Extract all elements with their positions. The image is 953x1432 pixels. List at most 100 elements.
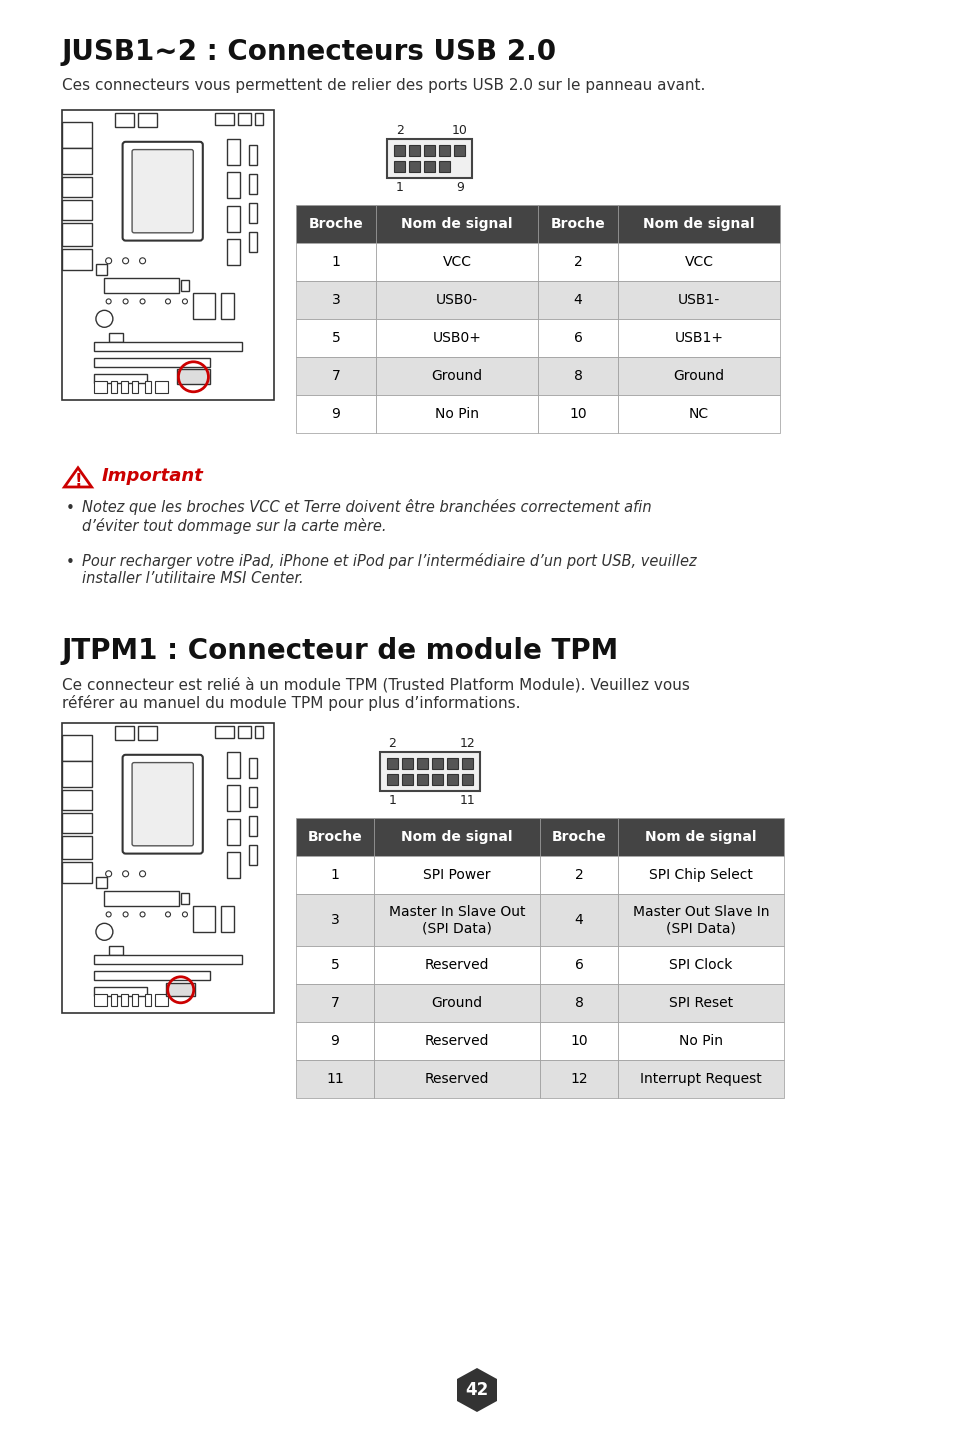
Text: 1: 1 [332, 255, 340, 269]
Bar [249, 203, 256, 223]
Bar [62, 735, 91, 760]
Bar [176, 369, 210, 384]
Text: SPI Reset: SPI Reset [668, 997, 732, 1010]
Text: 11: 11 [459, 793, 475, 808]
Bar [432, 775, 442, 785]
Circle shape [140, 912, 145, 916]
Text: Interrupt Request: Interrupt Request [639, 1073, 761, 1085]
Bar [295, 319, 375, 357]
Bar [93, 358, 211, 367]
Bar [227, 752, 240, 778]
Bar [62, 223, 91, 246]
Text: 10: 10 [570, 1034, 587, 1048]
Circle shape [106, 894, 112, 899]
Text: Broche: Broche [309, 218, 363, 231]
Bar [295, 281, 375, 319]
Text: 11: 11 [326, 1073, 343, 1085]
Bar [180, 279, 189, 291]
Text: NC: NC [688, 407, 708, 421]
Text: VCC: VCC [442, 255, 471, 269]
Text: USB1+: USB1+ [674, 331, 722, 345]
Bar [618, 894, 783, 947]
Bar [145, 994, 151, 1005]
Text: USB1-: USB1- [678, 294, 720, 306]
Bar [62, 723, 274, 1012]
Text: Reserved: Reserved [424, 958, 489, 972]
Bar [145, 381, 151, 392]
Circle shape [139, 871, 146, 876]
Bar [115, 113, 134, 127]
Bar [539, 984, 618, 1022]
Text: SPI Clock: SPI Clock [669, 958, 732, 972]
Bar [227, 785, 240, 812]
Bar [539, 947, 618, 984]
Circle shape [106, 912, 111, 916]
FancyBboxPatch shape [123, 755, 203, 853]
Bar [295, 984, 374, 1022]
Bar [416, 775, 428, 785]
Bar [537, 281, 618, 319]
Bar [375, 281, 537, 319]
Bar [618, 281, 780, 319]
Bar [537, 205, 618, 243]
Text: JTPM1 : Connecteur de module TPM: JTPM1 : Connecteur de module TPM [62, 637, 618, 664]
Text: Ground: Ground [431, 369, 482, 382]
Text: No Pin: No Pin [435, 407, 478, 421]
Text: 7: 7 [331, 997, 339, 1010]
Bar [237, 726, 251, 737]
Text: 8: 8 [573, 369, 582, 382]
Bar [227, 206, 240, 232]
Bar [138, 113, 157, 127]
Bar [155, 381, 168, 392]
FancyBboxPatch shape [123, 142, 203, 241]
Bar [618, 984, 783, 1022]
Bar [132, 994, 138, 1005]
Text: !: ! [74, 471, 82, 490]
Circle shape [123, 894, 129, 899]
Bar [618, 395, 780, 432]
Text: 5: 5 [331, 958, 339, 972]
Bar [379, 752, 479, 790]
Bar [374, 1022, 539, 1060]
Bar [537, 395, 618, 432]
Circle shape [123, 912, 128, 916]
Text: USB0-: USB0- [436, 294, 477, 306]
Bar [374, 947, 539, 984]
Bar [409, 145, 420, 156]
Bar [193, 905, 214, 932]
Bar [62, 249, 91, 269]
Text: Ground: Ground [673, 369, 723, 382]
Text: SPI Chip Select: SPI Chip Select [648, 868, 752, 882]
Bar [374, 1060, 539, 1098]
Text: Nom de signal: Nom de signal [401, 831, 512, 843]
Text: 4: 4 [574, 914, 583, 927]
Text: 3: 3 [331, 914, 339, 927]
Bar [227, 139, 240, 165]
Bar [618, 1060, 783, 1098]
Text: 5: 5 [332, 331, 340, 345]
Circle shape [96, 311, 112, 328]
Bar [109, 947, 123, 955]
Text: Broche: Broche [551, 831, 606, 843]
Text: •: • [66, 556, 74, 570]
Text: Broche: Broche [550, 218, 605, 231]
Circle shape [106, 871, 112, 876]
FancyBboxPatch shape [132, 149, 193, 233]
Bar [104, 278, 178, 292]
Bar [249, 845, 256, 865]
Bar [387, 775, 397, 785]
Text: Ces connecteurs vous permettent de relier des ports USB 2.0 sur le panneau avant: Ces connecteurs vous permettent de relie… [62, 77, 704, 93]
Text: •: • [66, 501, 74, 516]
Bar [249, 145, 256, 165]
Bar [439, 160, 450, 172]
Bar [62, 200, 91, 221]
Text: Nom de signal: Nom de signal [644, 831, 756, 843]
Bar [221, 905, 233, 932]
Bar [375, 243, 537, 281]
Text: 9: 9 [331, 1034, 339, 1048]
Text: Ground: Ground [431, 997, 482, 1010]
Text: No Pin: No Pin [679, 1034, 722, 1048]
Bar [537, 357, 618, 395]
Text: Ce connecteur est relié à un module TPM (Trusted Platform Module). Veuillez vous: Ce connecteur est relié à un module TPM … [62, 677, 689, 712]
Bar [138, 726, 157, 740]
